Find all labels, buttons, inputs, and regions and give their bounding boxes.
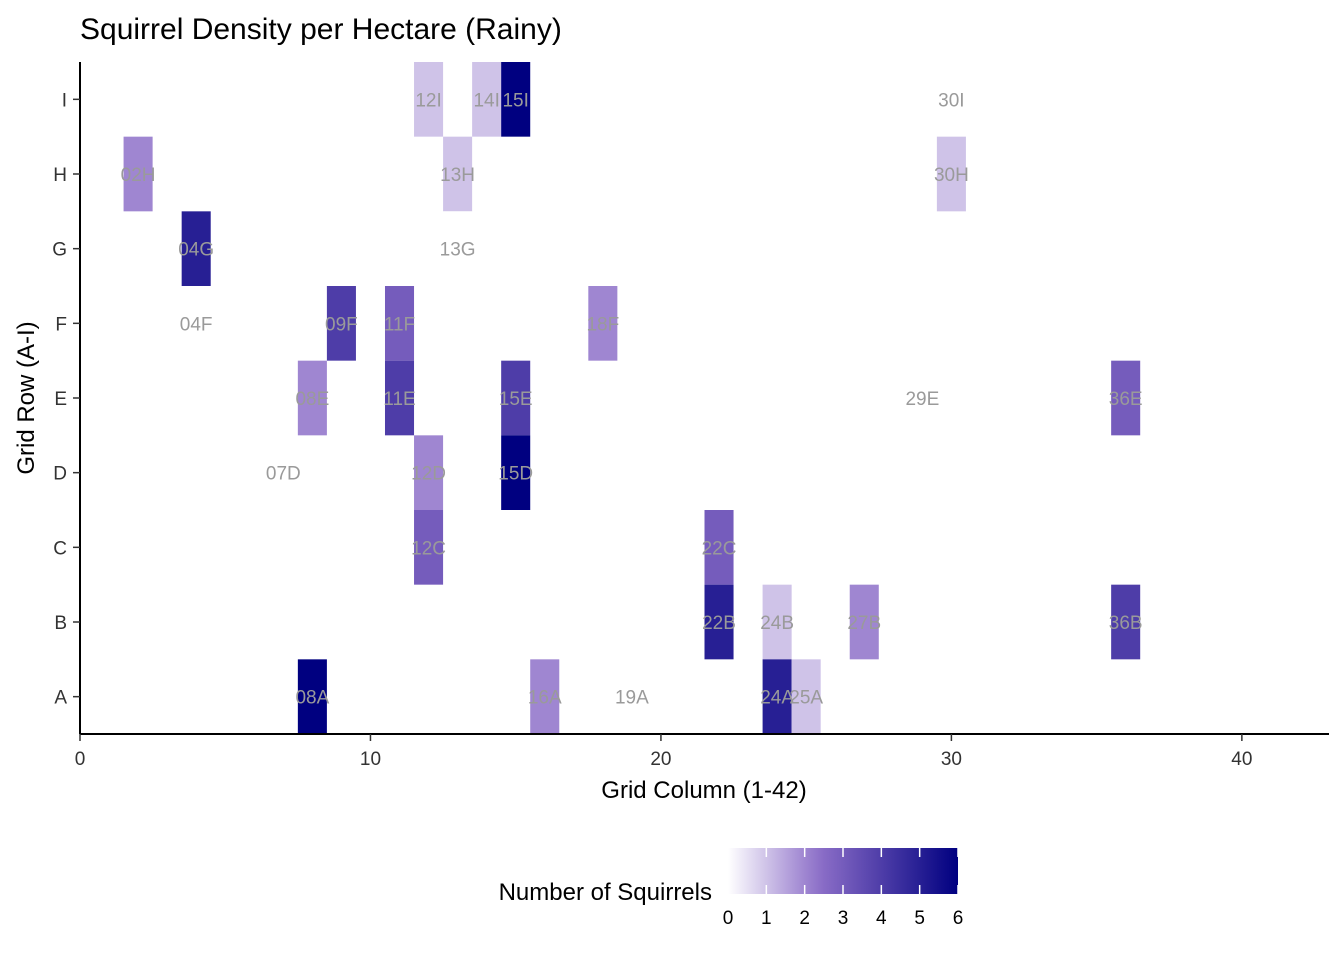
cell-label: 19A	[615, 688, 649, 709]
cell-label: 02H	[121, 165, 156, 186]
cell-label: 30H	[934, 165, 969, 186]
y-tick-label: B	[54, 613, 67, 634]
legend-tick-label: 4	[876, 908, 887, 929]
heatmap-cell	[181, 286, 211, 361]
legend: Number of Squirrels 0 1 2 3 4 5 6	[499, 848, 964, 929]
heatmap-cell	[384, 286, 415, 361]
cell-label: 15E	[499, 389, 533, 410]
heatmap-cell	[501, 435, 531, 510]
y-tick-label: C	[53, 538, 67, 559]
y-tick-label: F	[55, 314, 67, 335]
cell-label: 08E	[295, 389, 329, 410]
heatmap-cell	[704, 510, 734, 585]
chart-title: Squirrel Density per Hectare (Rainy)	[80, 13, 562, 46]
heatmap-cell	[414, 435, 444, 510]
cell-label: 15I	[502, 90, 528, 111]
heatmap-cells	[123, 62, 1141, 734]
cell-label: 14I	[473, 90, 499, 111]
cell-label: 24B	[760, 613, 794, 634]
y-tick-label: A	[54, 688, 67, 709]
cell-label: 29E	[905, 389, 939, 410]
heatmap-cell	[588, 286, 618, 361]
legend-tick-label: 3	[838, 908, 849, 929]
heatmap-cell	[501, 62, 531, 137]
legend-title: Number of Squirrels	[499, 879, 712, 906]
legend-tick-label: 0	[723, 908, 734, 929]
x-axis-ticks: 0 10 20 30 40	[75, 734, 1252, 770]
heatmap-cell	[123, 136, 153, 212]
heatmap-cell	[268, 435, 298, 510]
y-tick-label: H	[53, 165, 67, 186]
cell-label: 13H	[440, 165, 475, 186]
cell-label: 36B	[1109, 613, 1143, 634]
cell-label: 18F	[586, 314, 619, 335]
cell-label: 09F	[325, 314, 358, 335]
x-tick-label: 0	[75, 749, 86, 770]
heatmap-cell	[1111, 360, 1141, 436]
heatmap-cell	[936, 136, 966, 212]
cell-label: 36E	[1109, 389, 1143, 410]
x-tick-label: 20	[650, 749, 671, 770]
legend-ticks: 0 1 2 3 4 5 6	[723, 848, 964, 929]
legend-tick-label: 1	[761, 908, 772, 929]
y-tick-label: G	[52, 240, 67, 261]
heatmap-cell	[704, 584, 734, 660]
cell-label: 27B	[847, 613, 881, 634]
legend-tick-label: 2	[799, 908, 810, 929]
x-axis-title: Grid Column (1-42)	[601, 777, 806, 804]
heatmap-cell	[849, 584, 879, 660]
cell-label: 04G	[178, 240, 214, 261]
heatmap-cell	[326, 286, 356, 361]
cell-label: 30I	[938, 90, 964, 111]
y-tick-label: I	[62, 90, 67, 111]
heatmap-cell	[907, 360, 937, 436]
x-tick-label: 40	[1231, 749, 1252, 770]
heatmap-cell	[762, 584, 792, 660]
heatmap-cell	[181, 211, 211, 286]
heatmap-cell-labels: 02H 04G 04F 07D 08E 08A 09F 11F 11E 12I 12D 12C 13H 1…	[121, 90, 1143, 708]
cell-label: 16A	[528, 688, 562, 709]
cell-label: 04F	[180, 314, 213, 335]
heatmap-cell	[501, 360, 531, 436]
y-tick-label: E	[54, 389, 67, 410]
heatmap-cell	[414, 62, 444, 137]
cell-label: 13G	[440, 240, 476, 261]
heatmap-cell	[443, 211, 473, 286]
cell-label: 12C	[411, 538, 446, 559]
cell-label: 15D	[498, 464, 533, 485]
x-tick-label: 30	[941, 749, 962, 770]
cell-label: 22B	[702, 613, 736, 634]
cell-label: 22C	[702, 538, 737, 559]
y-tick-label: D	[53, 464, 67, 485]
y-axis-title: Grid Row (A-I)	[13, 321, 40, 474]
heatmap-cell	[1111, 584, 1141, 660]
cell-label: 24A	[760, 688, 794, 709]
legend-tick-label: 6	[953, 908, 964, 929]
cell-label: 07D	[266, 464, 301, 485]
cell-label: 25A	[789, 688, 823, 709]
x-tick-label: 10	[360, 749, 381, 770]
legend-tick-label: 5	[914, 908, 925, 929]
heatmap-cell	[414, 510, 444, 585]
heatmap-cell	[791, 659, 821, 734]
heatmap-cell	[443, 136, 473, 212]
cell-label: 11F	[384, 314, 415, 335]
heatmap-cell	[936, 62, 966, 137]
cell-label: 12D	[411, 464, 446, 485]
y-axis-ticks: A B C D E F G H I	[52, 90, 80, 709]
heatmap-cell	[617, 659, 647, 734]
heatmap-cell	[472, 62, 502, 137]
cell-label: 12I	[415, 90, 441, 111]
heatmap-cell	[297, 659, 327, 734]
cell-label: 11E	[383, 389, 415, 410]
heatmap-cell	[384, 360, 415, 436]
heatmap-cell	[530, 659, 560, 734]
cell-label: 08A	[295, 688, 329, 709]
heatmap-cell	[297, 360, 327, 436]
heatmap-cell	[762, 659, 792, 734]
